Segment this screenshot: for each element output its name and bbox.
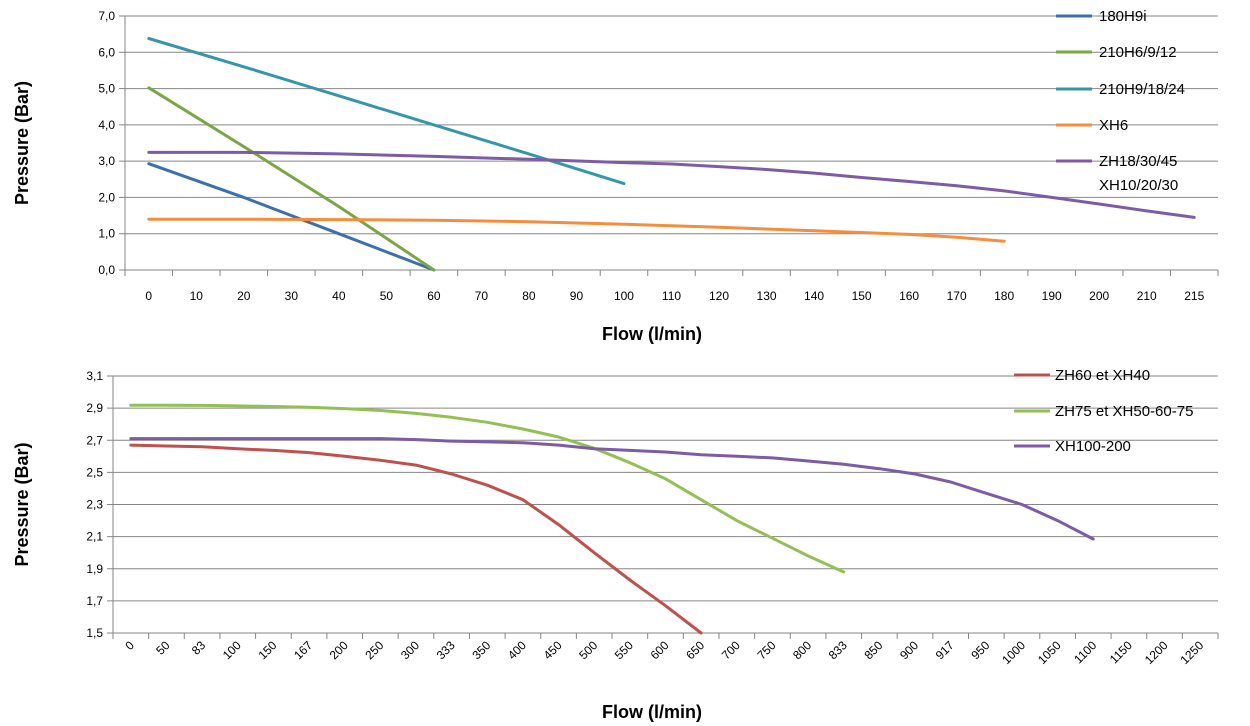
y-tick-label: 7,0	[98, 9, 115, 23]
x-tick-label: 200	[327, 638, 351, 662]
x-tick-label: 70	[475, 289, 489, 303]
x-tick-label: 100	[614, 289, 634, 303]
x-tick-label: 180	[994, 289, 1014, 303]
x-tick-label: 650	[683, 638, 707, 662]
x-tick-label: 100	[220, 638, 244, 662]
series-line-210h9-18-24	[147, 37, 626, 186]
x-tick-label: 1100	[1071, 638, 1099, 666]
x-tick-label: 200	[1089, 289, 1109, 303]
legend-label: 210H9/18/24	[1099, 81, 1185, 98]
legend-label: XH10/20/30	[1099, 177, 1178, 194]
x-tick-label: 110	[662, 289, 681, 303]
x-tick-label: 950	[968, 638, 992, 662]
legend-label: 210H6/9/12	[1099, 44, 1177, 61]
series-line-xh6	[147, 217, 1006, 243]
x-tick-label: 0	[145, 289, 152, 303]
legend-label: ZH18/30/45	[1099, 153, 1177, 170]
legend-label: ZH75 et XH50-60-75	[1055, 403, 1193, 420]
legend-label: XH100-200	[1055, 438, 1131, 455]
x-tick-label: 700	[719, 638, 743, 662]
series-line-zh60-et-xh40	[129, 443, 703, 635]
x-tick-label: 600	[648, 638, 672, 662]
series-line-zh75-et-xh50-60-75	[129, 403, 846, 574]
x-tick-label: 10	[190, 289, 204, 303]
x-tick-label: 150	[255, 638, 279, 662]
x-tick-label: 350	[469, 638, 493, 662]
x-tick-label: 850	[861, 638, 885, 662]
series-line-xh100-200	[129, 437, 1095, 541]
x-tick-label: 120	[709, 289, 729, 303]
x-tick-label: 150	[852, 289, 872, 303]
x-tick-label: 250	[362, 638, 386, 662]
x-tick-label: 833	[826, 638, 850, 662]
x-tick-label: 750	[754, 638, 778, 662]
x-tick-label: 450	[541, 638, 565, 662]
chart-top: 0,0 1,0 2,0 3,0 4,0 5,0 6,0 7,0 0 10 20 30 40 50 60 70 8…	[12, 8, 1219, 344]
y-tick-label: 3,1	[86, 369, 103, 383]
y-tick-label: 1,5	[86, 626, 103, 640]
series-line-210h6-9-12	[147, 86, 436, 272]
x-tick-label: 550	[612, 638, 636, 662]
x-tick-label: 917	[933, 638, 957, 662]
x-tick-label: 60	[427, 289, 441, 303]
x-tick-label: 300	[398, 638, 422, 662]
x-tick-label: 140	[804, 289, 824, 303]
y-tick-label: 6,0	[98, 45, 115, 59]
y-axis-title: Pressure (Bar)	[12, 442, 32, 566]
x-tick-label: 900	[897, 638, 921, 662]
y-tick-label: 2,5	[86, 465, 103, 479]
y-tick-label: 2,0	[98, 190, 115, 204]
x-tick-label: 20	[237, 289, 251, 303]
y-tick-label: 5,0	[98, 82, 115, 96]
series-line-180h9i	[147, 162, 436, 272]
x-tick-label: 40	[332, 289, 346, 303]
legend-label: ZH60 et XH40	[1055, 367, 1150, 384]
x-axis-title: Flow (l/min)	[602, 324, 702, 344]
x-tick-label: 90	[570, 289, 584, 303]
y-tick-label: 2,7	[86, 433, 103, 447]
x-tick-label: 0	[122, 638, 137, 653]
legend-label: 180H9i	[1099, 8, 1147, 25]
series-line-zh18-30-45-xh10-20-30	[147, 150, 1196, 219]
y-tick-label: 0,0	[98, 263, 115, 277]
x-tick-label: 1150	[1107, 638, 1135, 666]
y-tick-label: 1,0	[98, 227, 115, 241]
x-axis-title: Flow (l/min)	[602, 702, 702, 722]
x-tick-label: 333	[434, 638, 458, 662]
y-tick-label: 2,3	[86, 498, 103, 512]
x-tick-label: 170	[947, 289, 967, 303]
x-tick-label: 800	[790, 638, 814, 662]
x-tick-label: 1250	[1178, 638, 1207, 667]
y-tick-label: 2,9	[86, 401, 103, 415]
y-tick-label: 4,0	[98, 118, 115, 132]
x-tick-label: 1050	[1035, 638, 1064, 667]
x-tick-label: 50	[380, 289, 394, 303]
x-tick-label: 160	[899, 289, 919, 303]
y-tick-label: 2,1	[86, 530, 103, 544]
x-tick-label: 130	[757, 289, 777, 303]
x-tick-label: 190	[1042, 289, 1062, 303]
x-tick-label: 80	[522, 289, 536, 303]
legend-label: XH6	[1099, 117, 1128, 134]
y-axis-title: Pressure (Bar)	[12, 81, 32, 205]
x-tick-label: 83	[189, 638, 209, 658]
x-tick-label: 1200	[1142, 638, 1171, 667]
x-tick-label: 30	[285, 289, 299, 303]
y-tick-label: 3,0	[98, 154, 115, 168]
x-tick-label: 1000	[999, 638, 1028, 667]
x-tick-label: 50	[153, 638, 173, 658]
x-tick-label: 400	[505, 638, 529, 662]
x-tick-label: 500	[576, 638, 600, 662]
x-tick-label: 210	[1137, 289, 1157, 303]
y-tick-label: 1,7	[86, 594, 103, 608]
x-tick-label: 167	[291, 638, 315, 662]
chart-bottom: 1,5 1,7 1,9 2,1 2,3 2,5 2,7 2,9 3,1 0 50 83 100 150 16…	[12, 367, 1219, 722]
x-tick-label: 215	[1184, 289, 1204, 303]
y-tick-label: 1,9	[86, 562, 103, 576]
